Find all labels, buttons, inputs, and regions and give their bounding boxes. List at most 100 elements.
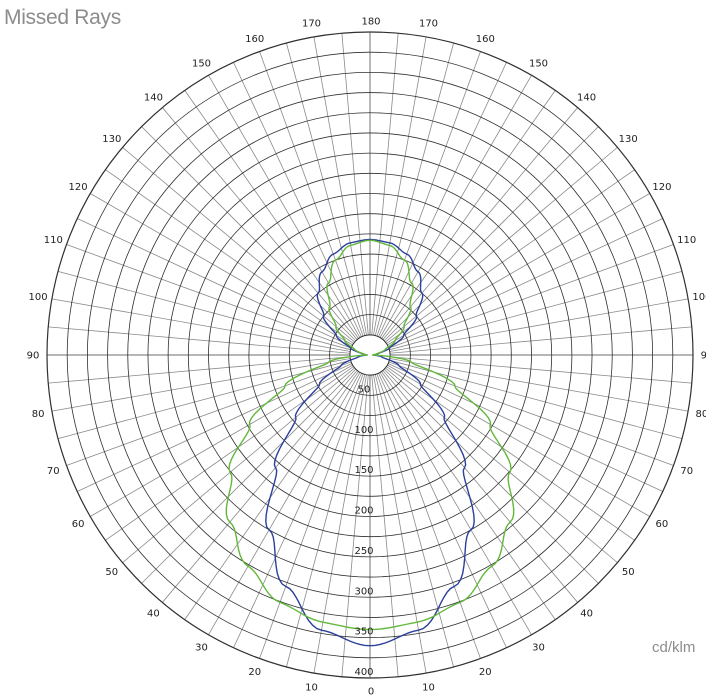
angle-tick-label: 40 <box>147 609 160 620</box>
angle-tick-label: 140 <box>144 92 163 103</box>
angle-spoke <box>286 42 366 336</box>
angle-tick-label: 100 <box>29 292 48 303</box>
angle-tick-label: 100 <box>692 292 706 303</box>
angle-tick-label: 50 <box>622 567 635 578</box>
angle-spoke <box>51 358 351 412</box>
angle-spoke <box>387 218 663 347</box>
angle-spoke <box>77 218 353 347</box>
angle-spoke <box>233 372 362 648</box>
radial-tick-label: 100 <box>354 425 373 436</box>
angle-tick-label: 70 <box>47 466 60 477</box>
chart-title: Missed Rays <box>4 6 121 29</box>
radial-tick-label: 400 <box>354 667 373 678</box>
angle-spoke <box>387 364 650 517</box>
angle-spoke <box>373 374 427 674</box>
series-curve-2 <box>225 239 515 631</box>
angle-spoke <box>388 244 674 349</box>
angle-spoke <box>387 363 663 492</box>
angular-grid <box>47 32 693 678</box>
angle-spoke <box>389 298 689 352</box>
angle-spoke <box>386 169 635 344</box>
angle-spoke <box>105 366 354 541</box>
angle-spoke <box>77 363 353 492</box>
angle-spoke <box>379 372 532 635</box>
series-curve-1 <box>265 238 475 647</box>
angle-spoke <box>208 75 361 338</box>
angle-tick-label: 160 <box>245 34 264 45</box>
radial-tick-label: 250 <box>354 546 373 557</box>
angle-spoke <box>341 33 369 336</box>
angle-spoke <box>388 361 674 466</box>
minor-ring <box>107 92 633 618</box>
angle-tick-label: 130 <box>102 134 121 145</box>
angle-tick-label: 140 <box>577 92 596 103</box>
angle-tick-label: 120 <box>652 182 671 193</box>
minor-ring <box>147 132 593 578</box>
angle-tick-label: 170 <box>419 19 438 30</box>
angle-spoke <box>48 326 351 354</box>
angle-spoke <box>389 358 689 412</box>
angle-tick-label: 150 <box>529 59 548 70</box>
angle-spoke <box>376 373 481 659</box>
angle-spoke <box>66 244 352 349</box>
angle-spoke <box>184 90 359 339</box>
radial-tick-label: 350 <box>354 627 373 638</box>
angle-spoke <box>389 271 683 351</box>
radial-tick-label: 200 <box>354 506 373 517</box>
angle-spoke <box>57 271 351 351</box>
angle-spoke <box>381 371 556 620</box>
angle-tick-label: 50 <box>105 567 118 578</box>
angle-tick-label: 110 <box>44 235 63 246</box>
angle-spoke <box>48 356 351 384</box>
minor-ring <box>268 253 472 457</box>
angle-spoke <box>378 62 507 338</box>
angle-tick-label: 0 <box>368 687 374 697</box>
angle-spoke <box>371 33 399 336</box>
angle-spoke <box>122 147 355 343</box>
major-ring <box>248 233 492 477</box>
angle-tick-label: 150 <box>192 59 211 70</box>
angle-tick-label: 170 <box>302 19 321 30</box>
radial-grid <box>46 31 694 679</box>
angle-spoke <box>374 374 454 668</box>
angle-spoke <box>259 51 364 337</box>
major-ring <box>208 193 532 517</box>
angle-tick-label: 20 <box>248 667 261 678</box>
major-ring <box>127 112 613 598</box>
angle-spoke <box>162 370 358 603</box>
angle-tick-label: 90 <box>701 351 706 362</box>
angle-spoke <box>385 147 618 343</box>
minor-ring <box>228 213 512 497</box>
angle-spoke <box>379 75 532 338</box>
angle-spoke <box>162 107 358 340</box>
angle-spoke <box>389 356 692 384</box>
angle-spoke <box>386 366 635 541</box>
angle-spoke <box>376 51 481 337</box>
angle-spoke <box>90 193 353 346</box>
angle-spoke <box>313 374 367 674</box>
radial-tick-label: 150 <box>354 465 373 476</box>
angle-tick-label: 80 <box>696 409 706 420</box>
angle-tick-label: 110 <box>677 235 696 246</box>
angle-spoke <box>233 62 362 338</box>
angle-spoke <box>374 42 454 336</box>
angle-tick-label: 160 <box>476 34 495 45</box>
angle-spoke <box>378 372 507 648</box>
angle-spoke <box>381 90 556 339</box>
minor-ring <box>309 294 431 416</box>
angle-spoke <box>371 374 399 677</box>
angle-spoke <box>57 359 351 439</box>
angle-spoke <box>389 326 692 354</box>
angle-tick-label: 80 <box>32 409 45 420</box>
angle-spoke <box>141 368 357 584</box>
angle-spoke <box>382 370 578 603</box>
angle-spoke <box>385 367 618 563</box>
angle-spoke <box>105 169 354 344</box>
radial-tick-label: 50 <box>358 384 371 395</box>
angle-spoke <box>259 373 364 659</box>
angle-spoke <box>373 36 427 336</box>
angle-spoke <box>90 364 353 517</box>
angle-tick-label: 30 <box>532 642 545 653</box>
radial-tick-labels: 50 100 150 200 250 300 350 400 <box>354 384 373 678</box>
